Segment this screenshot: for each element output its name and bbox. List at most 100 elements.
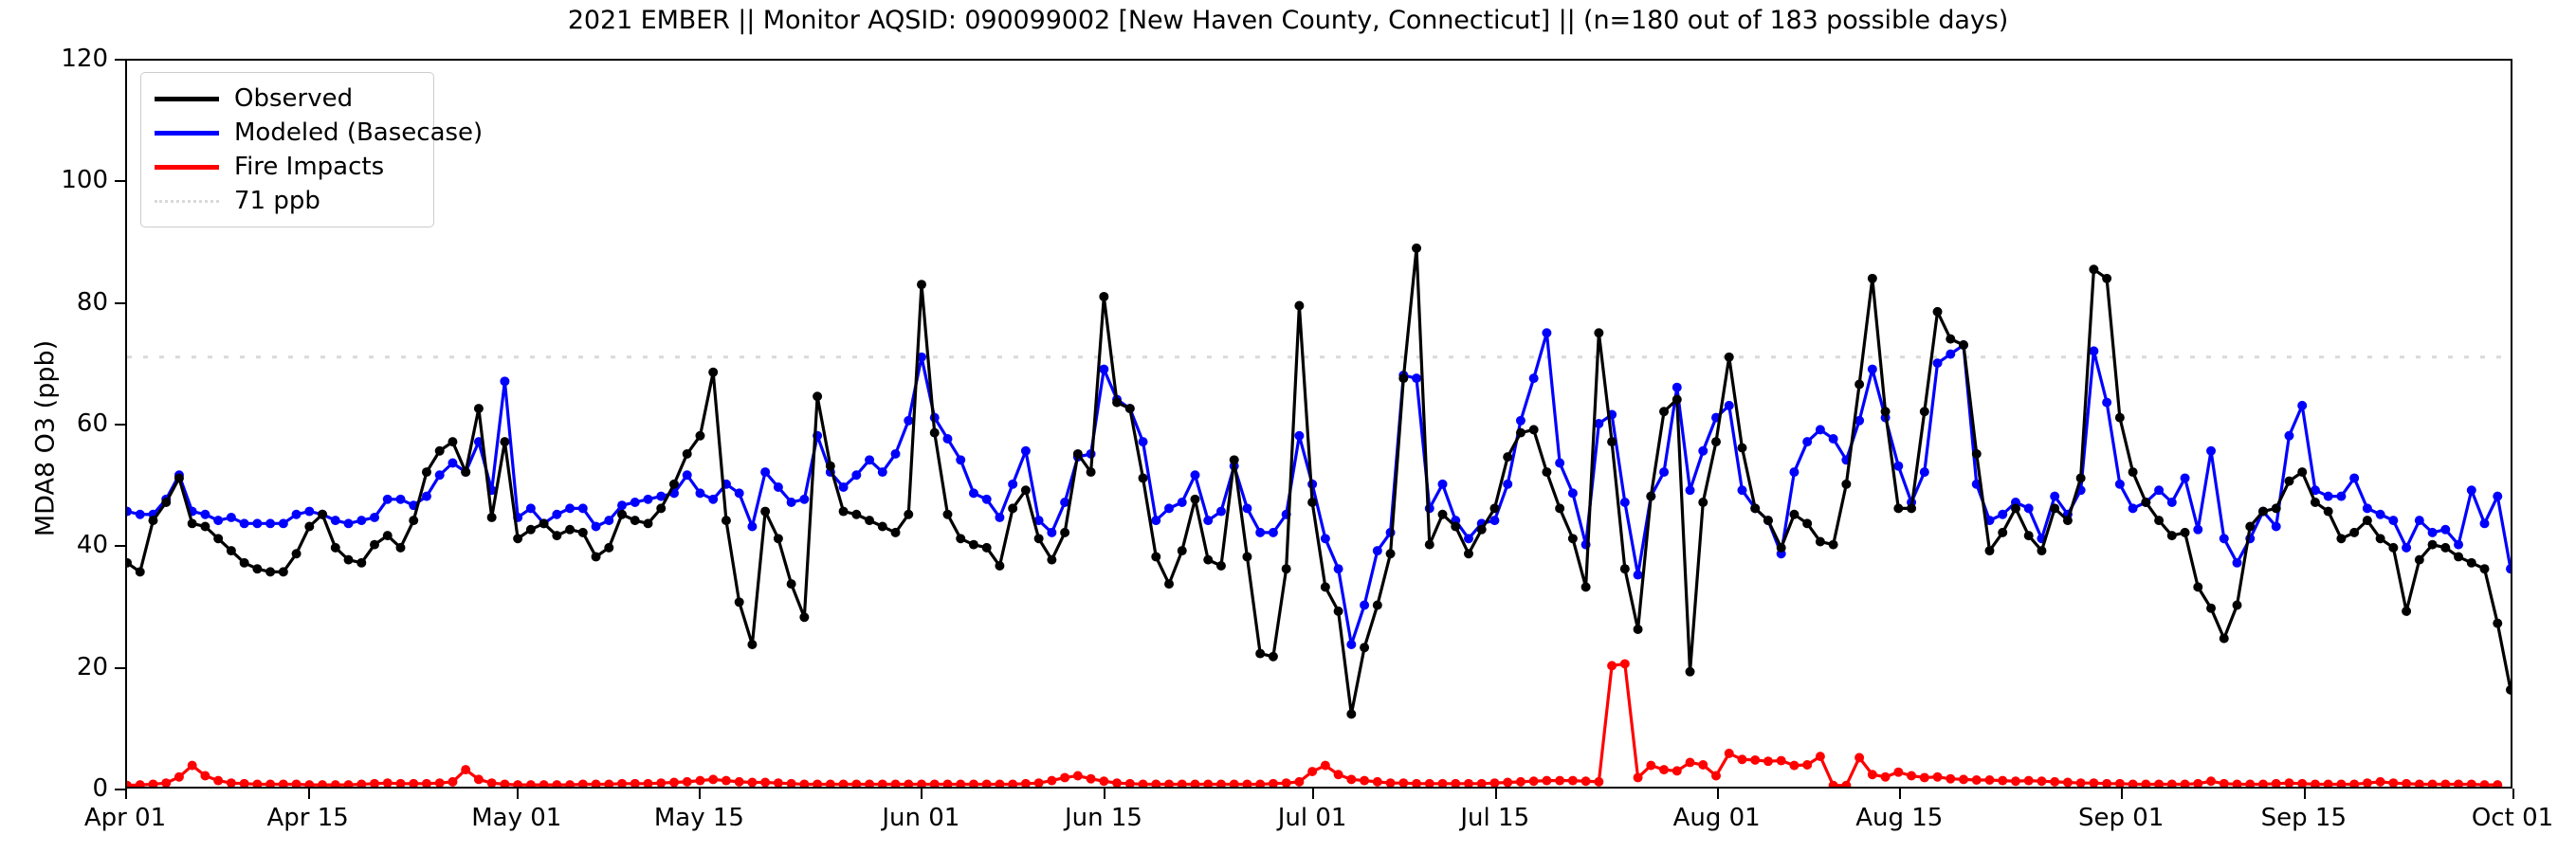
series-line: [127, 333, 2511, 644]
x-tick-label: May 01: [471, 804, 562, 832]
data-point: [904, 415, 914, 426]
data-point: [1998, 775, 2008, 786]
data-point: [668, 479, 679, 489]
data-point: [2336, 534, 2347, 544]
data-point: [2102, 397, 2112, 408]
data-point: [1177, 779, 1187, 787]
data-point: [1503, 777, 1513, 787]
data-point: [1215, 779, 1226, 787]
data-point: [1020, 445, 1031, 456]
data-point: [200, 521, 210, 532]
data-point: [734, 488, 744, 499]
data-point: [265, 518, 276, 529]
data-point: [2089, 778, 2099, 787]
data-point: [1880, 407, 1891, 417]
data-point: [1033, 534, 1044, 544]
data-point: [682, 470, 692, 481]
data-point: [2154, 485, 2165, 496]
data-point: [2271, 521, 2281, 532]
data-point: [1489, 778, 1500, 787]
data-point: [226, 546, 236, 556]
data-point: [773, 778, 783, 787]
data-point: [995, 561, 1005, 571]
data-point: [1724, 748, 1734, 758]
legend-item-fire-impacts[interactable]: Fire Impacts: [141, 150, 433, 184]
data-point: [1020, 778, 1031, 787]
data-point: [1047, 775, 1057, 786]
data-point: [1020, 485, 1031, 496]
data-point: [682, 776, 692, 787]
data-point: [695, 488, 705, 499]
data-point: [356, 557, 367, 568]
data-point: [486, 778, 497, 787]
data-point: [656, 503, 667, 514]
data-point: [1594, 328, 1604, 338]
data-point: [2154, 516, 2165, 526]
data-point: [1932, 358, 1943, 369]
data-point: [213, 516, 224, 526]
data-point: [1060, 498, 1070, 507]
data-point: [2154, 779, 2165, 787]
y-tick-mark: [115, 59, 125, 61]
data-point: [448, 437, 458, 447]
data-point: [2493, 491, 2503, 501]
chart-legend[interactable]: Observed Modeled (Basecase) Fire Impacts…: [140, 72, 483, 227]
data-point: [2414, 779, 2424, 787]
data-point: [2388, 542, 2399, 553]
data-point: [304, 506, 315, 517]
data-point: [2193, 778, 2203, 787]
data-point: [2402, 778, 2412, 787]
data-point: [747, 640, 758, 649]
legend-item-threshold[interactable]: 71 ppb: [141, 184, 433, 218]
data-point: [1619, 564, 1630, 574]
y-tick-mark: [115, 180, 125, 183]
data-point: [1659, 407, 1670, 417]
data-point: [473, 404, 484, 414]
legend-item-observed[interactable]: Observed: [141, 82, 433, 116]
data-point: [252, 564, 263, 574]
data-point: [421, 467, 431, 478]
data-point: [2114, 778, 2125, 787]
data-point: [1294, 776, 1305, 787]
data-point: [135, 567, 145, 577]
data-point: [995, 779, 1005, 787]
data-point: [2297, 778, 2308, 787]
data-point: [1698, 445, 1708, 456]
data-point: [382, 778, 393, 787]
data-point: [1489, 503, 1500, 514]
data-point: [1737, 485, 1747, 496]
data-point: [434, 445, 445, 456]
data-point: [2323, 506, 2333, 517]
data-point: [1151, 516, 1161, 526]
data-point: [1646, 491, 1656, 501]
legend-item-modeled[interactable]: Modeled (Basecase): [141, 116, 483, 150]
data-point: [1515, 776, 1526, 787]
data-point: [813, 779, 823, 787]
data-point: [904, 779, 914, 787]
data-point: [1451, 521, 1461, 532]
data-point: [291, 779, 301, 787]
data-point: [2310, 498, 2320, 507]
data-point: [382, 494, 393, 504]
data-point: [2362, 778, 2372, 787]
data-point: [2089, 346, 2099, 356]
data-point: [513, 534, 523, 544]
data-point: [500, 376, 510, 387]
data-point: [917, 352, 926, 362]
data-point: [2323, 491, 2333, 501]
x-tick-mark: [1312, 789, 1315, 799]
data-point: [760, 506, 771, 517]
data-point: [2193, 582, 2203, 592]
data-point: [252, 779, 263, 787]
data-point: [2128, 503, 2138, 514]
data-point: [1398, 373, 1409, 384]
data-point: [1880, 771, 1891, 782]
data-point: [2310, 779, 2320, 787]
data-point: [552, 509, 562, 519]
data-point: [1633, 570, 1643, 580]
data-point: [2284, 778, 2294, 787]
data-point: [395, 542, 406, 553]
data-point: [1841, 479, 1852, 489]
data-point: [617, 500, 628, 511]
data-point: [2402, 542, 2412, 553]
